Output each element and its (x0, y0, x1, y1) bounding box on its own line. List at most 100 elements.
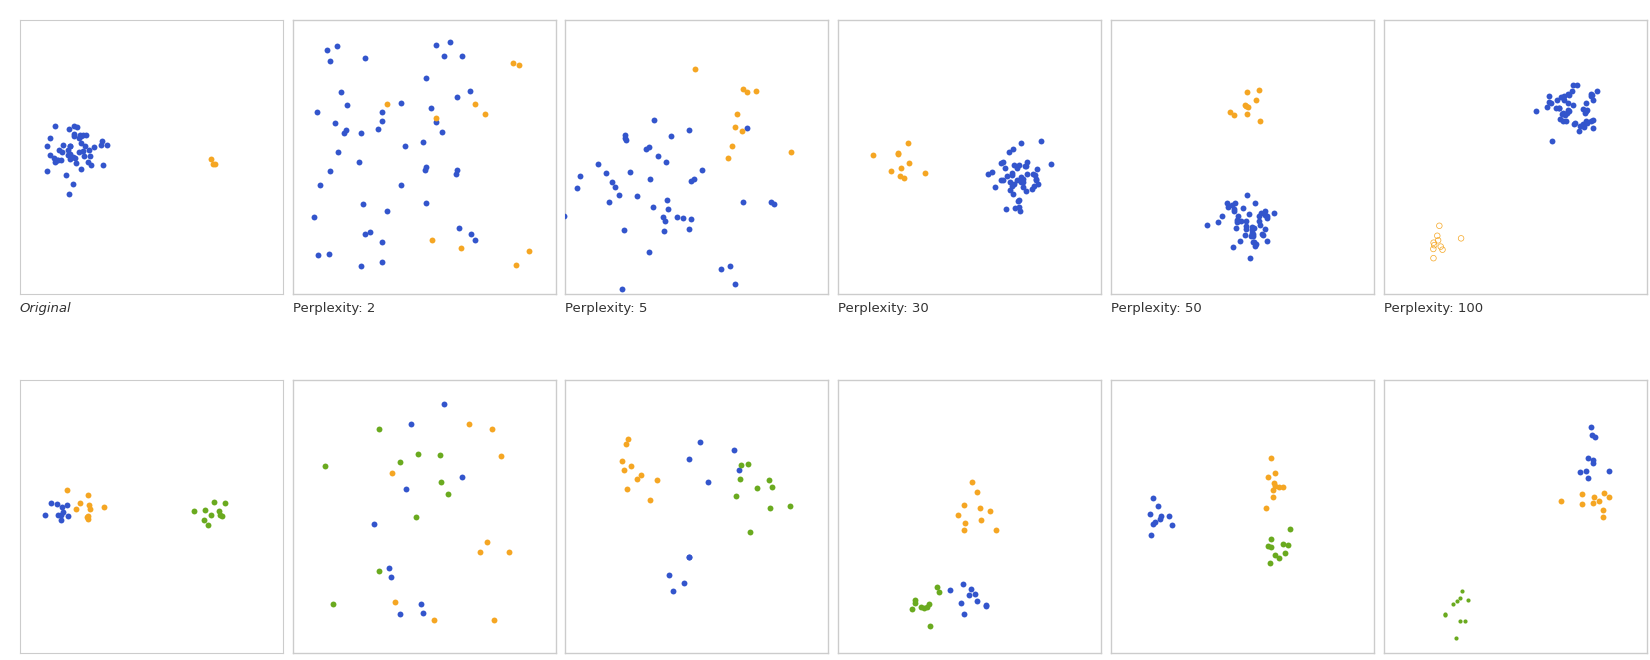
Point (602, 182, 629, 193)
Point (1257, 541, 1284, 552)
Point (1020, 169, 1046, 180)
Point (676, 454, 703, 465)
Point (66, 147, 92, 157)
Point (860, 150, 886, 160)
Point (373, 99, 399, 110)
Point (317, 166, 343, 177)
Point (1523, 106, 1549, 116)
Point (200, 158, 226, 169)
Point (1015, 169, 1041, 180)
Point (1554, 108, 1581, 119)
Point (68, 137, 94, 148)
Point (639, 202, 665, 213)
Point (888, 171, 914, 182)
Point (777, 501, 804, 512)
Point (472, 109, 498, 119)
Point (368, 106, 394, 117)
Point (779, 147, 805, 157)
Point (427, 477, 454, 487)
Point (1577, 421, 1604, 432)
Point (74, 512, 101, 523)
Point (474, 537, 500, 547)
Point (1449, 585, 1475, 596)
Point (78, 159, 104, 170)
Point (950, 525, 977, 536)
Point (412, 161, 439, 172)
Point (74, 513, 101, 524)
Point (1556, 106, 1582, 116)
Point (726, 465, 752, 475)
Point (1005, 196, 1031, 207)
Point (1239, 222, 1266, 232)
Point (1239, 228, 1266, 239)
Point (536, 152, 563, 162)
Point (1023, 174, 1049, 184)
Point (201, 497, 228, 508)
Point (1579, 123, 1605, 133)
Point (1249, 228, 1275, 239)
Point (988, 175, 1015, 185)
Point (1018, 184, 1044, 195)
Point (388, 180, 414, 190)
Point (1233, 220, 1259, 231)
Point (54, 150, 81, 160)
Point (640, 114, 667, 125)
Point (629, 470, 655, 480)
Point (1270, 482, 1297, 492)
Text: Perplexity: 2: Perplexity: 2 (292, 302, 375, 315)
Point (50, 502, 76, 513)
Point (1224, 215, 1251, 226)
Point (348, 260, 375, 271)
Text: Perplexity: 100: Perplexity: 100 (1384, 302, 1483, 315)
Point (1544, 95, 1571, 106)
Point (1447, 593, 1473, 603)
Point (721, 279, 747, 289)
Point (346, 156, 373, 167)
Point (459, 229, 485, 240)
Point (94, 140, 120, 150)
Point (68, 164, 94, 175)
Point (1195, 220, 1221, 231)
Point (681, 63, 708, 74)
Point (63, 504, 89, 515)
Point (655, 203, 681, 214)
Point (997, 147, 1023, 158)
Point (756, 475, 782, 485)
Point (686, 436, 713, 447)
Point (1551, 110, 1577, 121)
Point (1006, 201, 1033, 212)
Point (1577, 90, 1604, 101)
Point (45, 499, 71, 510)
Point (1221, 206, 1247, 216)
Point (982, 525, 1008, 535)
Point (1238, 230, 1264, 241)
Point (950, 609, 977, 620)
Point (1262, 481, 1289, 492)
Point (307, 180, 333, 191)
Point (1234, 189, 1261, 200)
Point (74, 511, 101, 521)
Point (1455, 595, 1482, 605)
Point (990, 174, 1016, 185)
Point (1581, 95, 1607, 106)
Point (53, 170, 79, 181)
Point (1538, 136, 1564, 147)
Point (1553, 116, 1579, 127)
Point (348, 127, 375, 138)
Point (1596, 466, 1622, 477)
Point (655, 570, 681, 580)
Point (1002, 179, 1028, 189)
Point (314, 45, 340, 55)
Point (1013, 185, 1040, 196)
Point (1241, 237, 1267, 248)
Point (38, 497, 64, 508)
Point (1008, 177, 1035, 187)
Point (990, 156, 1016, 167)
Point (878, 166, 904, 176)
Point (972, 600, 998, 611)
Point (1572, 466, 1599, 477)
Point (182, 506, 208, 516)
Point (614, 484, 640, 494)
Point (721, 445, 747, 455)
Point (48, 147, 74, 158)
